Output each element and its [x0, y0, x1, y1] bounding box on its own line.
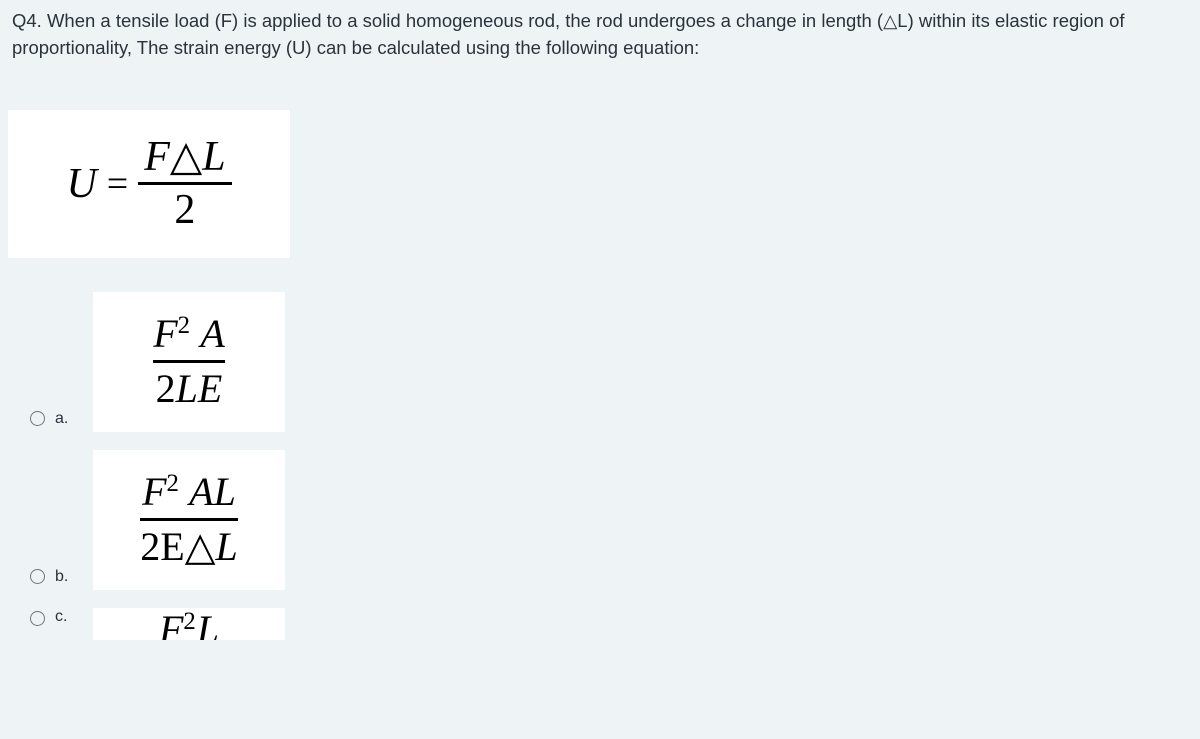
opt-b-num-sup: 2 [167, 470, 179, 497]
option-a-label: a. [55, 410, 79, 428]
option-b[interactable]: b. F2 AL 2E△L [30, 450, 1200, 590]
option-a-box: F2 A 2LE [93, 292, 285, 432]
question-text: Q4. When a tensile load (F) is applied t… [0, 0, 1200, 66]
eq-lhs: U [66, 160, 96, 208]
main-equation: U = F△L 2 [8, 110, 290, 258]
opt-b-den-delta: △ [185, 524, 216, 569]
option-b-box: F2 AL 2E△L [93, 450, 285, 590]
opt-b-den-pre: 2E [140, 524, 184, 569]
option-a[interactable]: a. F2 A 2LE [30, 292, 1200, 432]
option-b-label: b. [55, 568, 79, 586]
option-c-box: F2L [93, 608, 285, 640]
radio-c[interactable] [30, 611, 45, 626]
question-line2: proportionality, The strain energy (U) c… [12, 37, 699, 58]
opt-a-num-F: F [153, 311, 177, 356]
eq-num-delta: △ [170, 134, 202, 180]
radio-b[interactable] [30, 569, 45, 584]
opt-b-num-F: F [142, 469, 166, 514]
opt-c-partial: F2L [159, 610, 219, 640]
eq-num-F: F [144, 134, 170, 180]
opt-a-num-rest: A [191, 311, 225, 356]
option-c-label: c. [55, 608, 79, 626]
opt-b-num-rest: AL [180, 469, 236, 514]
eq-den: 2 [168, 185, 201, 231]
eq-num-L: L [202, 134, 225, 180]
eq-fraction: F△L 2 [138, 136, 231, 232]
opt-a-num-sup: 2 [178, 312, 190, 339]
opt-b-den-post: L [215, 524, 237, 569]
option-c[interactable]: c. F2L [30, 608, 1200, 640]
eq-equals: = [107, 162, 128, 206]
question-line1: Q4. When a tensile load (F) is applied t… [12, 10, 1125, 31]
radio-a[interactable] [30, 411, 45, 426]
options-group: a. F2 A 2LE b. F2 AL 2E△L [0, 292, 1200, 640]
